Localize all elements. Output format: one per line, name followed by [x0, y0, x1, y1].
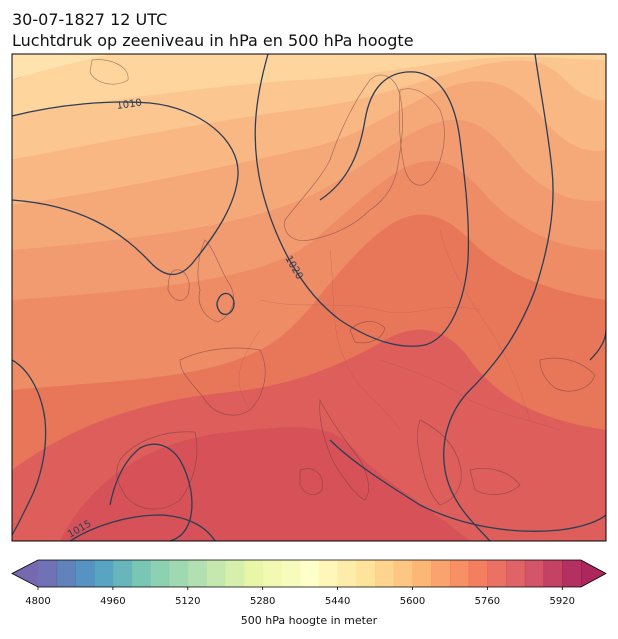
colorbar-segment — [56, 560, 76, 587]
colorbar-segment — [506, 560, 526, 587]
chart-title: Luchtdruk op zeeniveau in hPa en 500 hPa… — [12, 31, 414, 50]
colorbar-ticks: 4800 4960 5120 5280 5440 5600 5760 5920 — [25, 587, 575, 607]
height-band-5640 — [12, 54, 110, 80]
colorbar-segment — [112, 560, 133, 587]
height-band-5800 — [12, 54, 606, 250]
colorbar-segment — [449, 560, 470, 587]
colorbar-segment — [543, 560, 563, 587]
colorbar-tick-label: 4800 — [25, 596, 50, 607]
colorbar-segment — [262, 560, 282, 587]
colorbar-segment — [187, 560, 208, 587]
colorbar-segment — [300, 560, 320, 587]
isobar-1010 — [12, 101, 239, 276]
colorbar-label: 500 hPa hoogte in meter — [240, 614, 378, 627]
colorbar-segment — [75, 560, 95, 587]
colorbar-segment — [468, 560, 488, 587]
map-frame — [11, 53, 607, 542]
colorbar-segment — [94, 560, 114, 587]
colorbar-segment — [375, 560, 395, 587]
isobars — [12, 54, 606, 541]
isobar-1015-west — [12, 359, 47, 536]
colorbar-segment — [150, 560, 170, 587]
colorbar-segments — [11, 559, 607, 588]
colorbar-tick-label: 5120 — [175, 596, 200, 607]
colorbar-segment — [524, 560, 545, 587]
colorbar-segment — [431, 560, 451, 587]
isobar-label-1010: 1010 — [116, 98, 143, 112]
colorbar-segment — [318, 560, 339, 587]
colorbar-tick-label: 5440 — [325, 596, 350, 607]
colorbar-segment — [281, 560, 301, 587]
colorbar-segment — [412, 560, 432, 587]
colorbar-tick-label: 5760 — [475, 596, 500, 607]
country-borders — [238, 229, 561, 431]
colorbar-segment — [487, 560, 507, 587]
isobar-1015-med — [329, 439, 606, 532]
height-band-5680 — [12, 54, 606, 115]
isobar-1020-east — [443, 54, 554, 541]
coastlines — [89, 59, 596, 510]
colorbar-segment — [562, 560, 582, 587]
colorbar-tick-label: 5600 — [400, 596, 425, 607]
isobar-1015-south — [69, 514, 216, 541]
colorbar-tick-label: 5280 — [250, 596, 275, 607]
map-panel: 1010 1020 1015 — [11, 53, 607, 542]
colorbar-tick-label: 4960 — [100, 596, 125, 607]
colorbar-segment — [131, 560, 151, 587]
colorbar-segment — [393, 560, 413, 587]
isobar-1020 — [254, 54, 470, 347]
isobar-1015-iberia — [109, 443, 193, 541]
colorbar-segment — [225, 560, 245, 587]
height-band-5960 — [60, 427, 470, 541]
colorbar-tick-label: 5920 — [550, 596, 575, 607]
colorbar-segment — [337, 560, 357, 587]
colorbar-segment — [169, 560, 189, 587]
colorbar-segment — [243, 560, 264, 587]
colorbar-extend-min — [12, 560, 38, 587]
isobar-small-uk — [216, 292, 235, 316]
colorbar-extend-max — [581, 560, 606, 587]
colorbar-segment — [356, 560, 376, 587]
chart-datetime: 30-07-1827 12 UTC — [12, 10, 168, 29]
colorbar-segment — [206, 560, 226, 587]
colorbar-segment — [38, 560, 58, 587]
